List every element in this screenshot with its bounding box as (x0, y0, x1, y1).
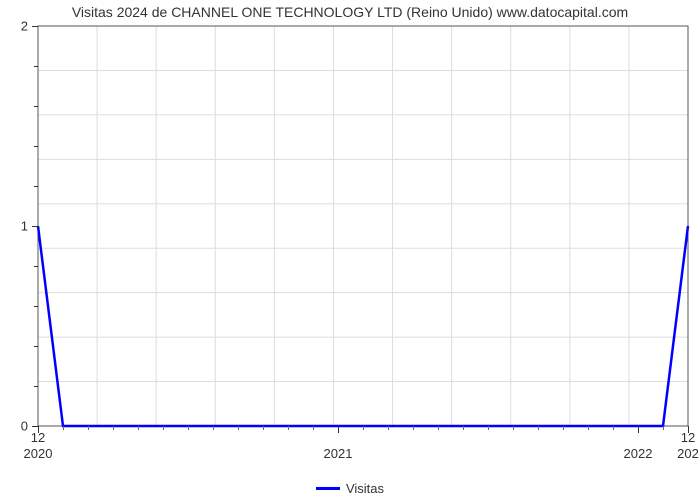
x-major-tick (338, 426, 339, 433)
legend-label: Visitas (346, 481, 384, 496)
x-minor-tick (88, 426, 89, 430)
x-minor-tick (263, 426, 264, 430)
y-minor-tick (34, 146, 38, 147)
y-tick-label: 1 (0, 219, 28, 234)
x-major-tick (688, 426, 689, 433)
x-minor-tick (538, 426, 539, 430)
x-year-label: 2021 (324, 446, 353, 461)
legend: Visitas (0, 481, 700, 496)
x-minor-tick (313, 426, 314, 430)
x-year-label: 202 (677, 446, 699, 461)
x-minor-tick (513, 426, 514, 430)
y-tick-label: 0 (0, 419, 28, 434)
x-major-tick (638, 426, 639, 433)
x-minor-tick (388, 426, 389, 430)
plot-svg (38, 26, 688, 426)
y-minor-tick (34, 386, 38, 387)
x-minor-tick (288, 426, 289, 430)
x-minor-tick (563, 426, 564, 430)
y-minor-tick (34, 306, 38, 307)
y-tick-mark (32, 26, 38, 27)
chart-title: Visitas 2024 de CHANNEL ONE TECHNOLOGY L… (0, 4, 700, 20)
x-minor-tick (113, 426, 114, 430)
x-minor-tick (463, 426, 464, 430)
x-minor-tick (163, 426, 164, 430)
x-minor-tick (588, 426, 589, 430)
x-minor-tick (63, 426, 64, 430)
x-minor-tick (363, 426, 364, 430)
plot-area (38, 26, 688, 426)
y-tick-label: 2 (0, 19, 28, 34)
x-minor-tick (188, 426, 189, 430)
y-minor-tick (34, 346, 38, 347)
chart-container: Visitas 2024 de CHANNEL ONE TECHNOLOGY L… (0, 0, 700, 500)
x-minor-tick (488, 426, 489, 430)
y-minor-tick (34, 106, 38, 107)
y-minor-tick (34, 66, 38, 67)
x-minor-tick (413, 426, 414, 430)
x-year-label: 2020 (24, 446, 53, 461)
x-minor-tick (213, 426, 214, 430)
x-minor-tick (238, 426, 239, 430)
x-minor-tick (138, 426, 139, 430)
legend-swatch (316, 487, 340, 490)
x-year-label: 2022 (624, 446, 653, 461)
x-minor-tick (613, 426, 614, 430)
x-major-tick (38, 426, 39, 433)
y-minor-tick (34, 266, 38, 267)
y-minor-tick (34, 186, 38, 187)
x-minor-tick (663, 426, 664, 430)
y-tick-mark (32, 226, 38, 227)
x-minor-tick (438, 426, 439, 430)
